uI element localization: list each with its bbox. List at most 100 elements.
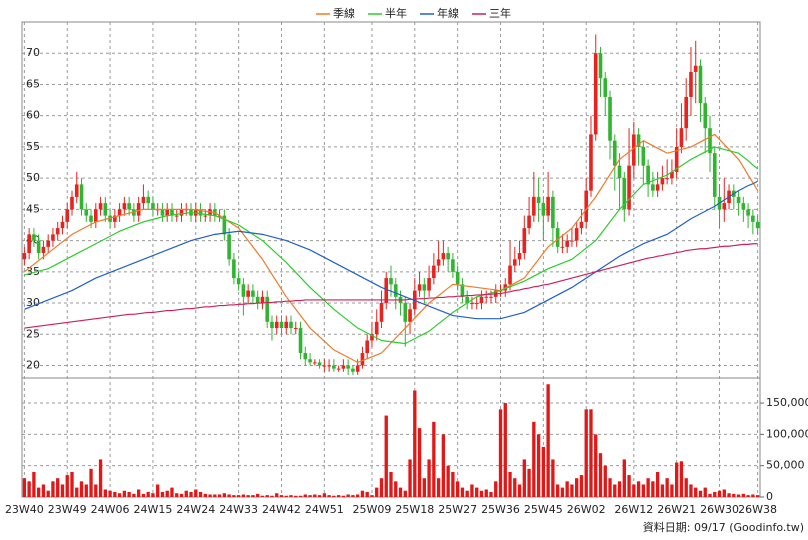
volume-bar — [713, 491, 717, 497]
volume-bar — [546, 384, 550, 497]
candle-body — [651, 184, 655, 191]
candle-body — [241, 284, 246, 297]
candle-body — [203, 215, 208, 217]
candle-body — [160, 209, 165, 216]
volume-bar — [465, 490, 469, 497]
candle-body — [422, 284, 427, 291]
candle-body — [384, 278, 389, 304]
candle-body — [251, 290, 255, 297]
candle-body — [227, 234, 231, 260]
volume-bar — [46, 490, 50, 497]
legend-label: 年線 — [437, 6, 459, 20]
candle-body — [79, 184, 84, 210]
volume-bar — [741, 493, 746, 497]
candle-body — [403, 303, 408, 322]
volume-bar — [527, 468, 531, 497]
candle-body — [693, 65, 698, 72]
volume-bar — [113, 491, 117, 497]
x-tick-label: 26W30 — [700, 503, 739, 516]
volume-bar — [122, 490, 127, 497]
volume-bar — [270, 495, 274, 497]
volume-bar — [117, 493, 122, 497]
volume-bar — [422, 478, 426, 497]
volume-bar — [165, 490, 169, 497]
volume-bar — [289, 495, 293, 497]
x-tick-label: 24W42 — [262, 503, 301, 516]
candle-body — [122, 203, 127, 210]
volume-bar — [251, 495, 255, 497]
candle-body — [179, 209, 184, 216]
candle-body — [455, 271, 460, 285]
volume-bar — [103, 489, 107, 497]
volume-bar — [394, 481, 398, 497]
volume-bar — [141, 493, 146, 497]
candle-body — [303, 353, 308, 360]
candle-body — [574, 228, 579, 241]
volume-bar — [584, 409, 588, 497]
x-tick-label: 25W09 — [353, 503, 392, 516]
candle-body — [446, 253, 450, 260]
volume-bar — [65, 475, 69, 497]
candle-body — [517, 253, 522, 260]
candle-body — [255, 296, 260, 304]
y-tick-label: 70 — [26, 46, 40, 59]
volume-bar — [555, 484, 560, 497]
candle-body — [22, 253, 27, 260]
candle-body — [84, 209, 89, 216]
candle-body — [298, 328, 303, 354]
volume-bar — [641, 484, 646, 497]
ma-line — [24, 180, 758, 320]
volume-bar — [441, 434, 446, 497]
volume-bar — [32, 471, 36, 497]
legend-label: 季線 — [333, 6, 355, 20]
volume-bar — [146, 491, 150, 497]
volume-bar — [51, 481, 55, 497]
volume-bar — [336, 495, 341, 497]
candle-body — [151, 203, 155, 210]
y2-tick-label: 0 — [766, 490, 773, 503]
volume-bar — [751, 494, 755, 497]
x-tick-label: 26W38 — [738, 503, 777, 516]
y-tick-label: 20 — [26, 359, 40, 372]
candle-body — [546, 196, 550, 216]
volume-bar — [360, 490, 365, 497]
volume-bar — [598, 453, 603, 497]
volume-bar — [594, 434, 598, 497]
candle-body — [560, 246, 565, 248]
volume-bar — [41, 484, 46, 497]
volume-bar — [284, 495, 288, 497]
volume-bar — [22, 478, 27, 497]
volume-bar — [351, 495, 355, 497]
candle-body — [417, 284, 422, 291]
legend-label: 三年 — [489, 6, 511, 20]
volume-bar — [513, 478, 517, 497]
volume-bar — [160, 491, 165, 497]
volume-bar — [413, 390, 417, 497]
candle-body — [393, 284, 398, 297]
volume-bar — [694, 487, 698, 497]
candle-body — [141, 196, 146, 204]
candle-body — [51, 234, 55, 241]
volume-bar — [603, 465, 607, 497]
plot-frame — [21, 21, 761, 498]
volume-bar — [203, 493, 207, 497]
volume-bar — [127, 491, 131, 497]
volume-bar — [460, 487, 465, 497]
candle-body — [284, 321, 289, 329]
volume-bar — [541, 446, 546, 497]
x-tick-label: 24W24 — [176, 503, 215, 516]
candle-body — [260, 296, 265, 304]
candle-body — [113, 215, 117, 222]
candle-body — [174, 215, 179, 217]
candle-body — [127, 203, 131, 210]
volume-bar — [536, 434, 541, 497]
volume-bar — [689, 484, 693, 497]
volume-bar — [560, 487, 565, 497]
volume-bar — [408, 459, 412, 497]
candle-body — [436, 259, 441, 266]
volume-bar — [722, 489, 726, 497]
volume-bar — [575, 478, 579, 497]
volume-bar — [627, 475, 631, 497]
candle-body — [532, 196, 536, 216]
